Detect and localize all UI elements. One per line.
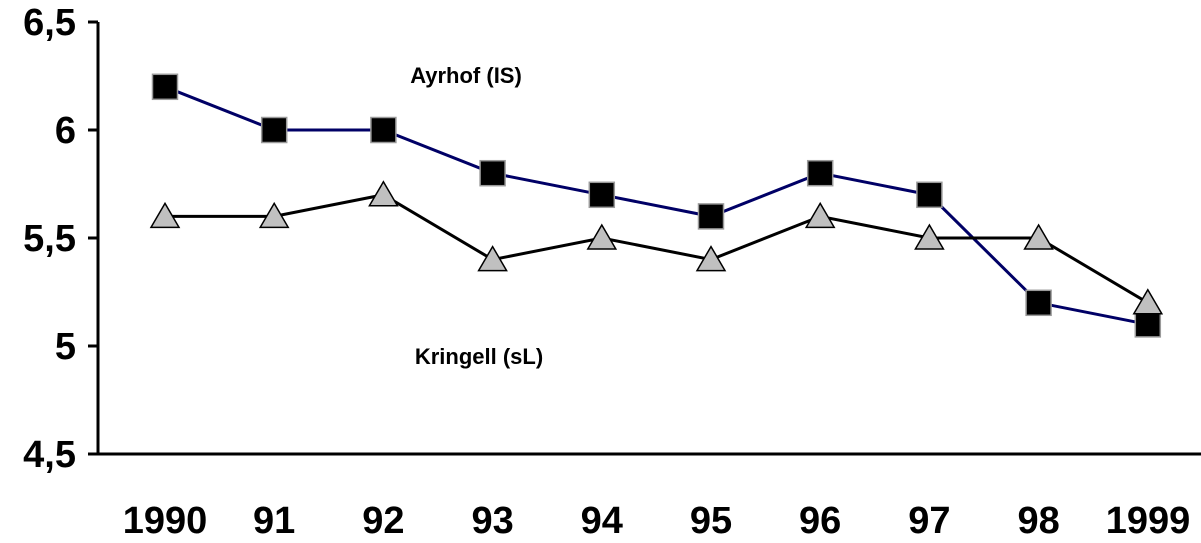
y-tick-label: 6: [55, 110, 76, 152]
series-markers: [149, 73, 1164, 338]
data-point-triangle: [914, 223, 945, 250]
data-point-square: [1025, 289, 1052, 317]
axes: 4,5 5 5,5 6 6,5 1990 91 92 93 94 95 96 97 98 1999: [23, 2, 1201, 542]
x-tick-label: 92: [362, 500, 404, 542]
data-point-square: [479, 159, 506, 187]
x-tick-label: 1999: [1106, 500, 1191, 542]
x-tick-label: 98: [1017, 500, 1059, 542]
data-point-square: [370, 116, 397, 144]
series-lines: [164, 85, 1149, 326]
data-point-triangle: [149, 201, 181, 229]
data-point-square: [151, 73, 179, 101]
x-tick-label: 93: [471, 500, 513, 542]
y-ticks: 4,5 5 5,5 6 6,5: [23, 2, 98, 476]
y-tick-label: 4,5: [23, 434, 76, 476]
data-point-square: [1134, 311, 1162, 338]
x-tick-label: 96: [799, 500, 841, 542]
x-tick-label: 91: [253, 500, 295, 542]
data-point-square: [697, 203, 725, 230]
x-tick-label: 1990: [123, 500, 208, 542]
y-tick-label: 5: [55, 326, 76, 368]
series-label-kringell: Kringell (sL): [415, 344, 543, 369]
data-point-square: [260, 116, 288, 144]
x-ticks: 1990 91 92 93 94 95 96 97 98 1999: [123, 500, 1191, 542]
data-point-square: [916, 181, 943, 209]
series-line-0: [164, 85, 1149, 326]
y-tick-label: 6,5: [23, 2, 76, 44]
y-tick-label: 5,5: [23, 218, 76, 260]
series-label-ayrhof: Ayrhof (IS): [410, 63, 522, 88]
x-tick-label: 95: [690, 500, 732, 542]
data-point-triangle: [477, 245, 508, 272]
data-point-square: [806, 159, 834, 187]
data-point-triangle: [258, 201, 290, 229]
data-point-triangle: [1023, 223, 1054, 250]
series-line-1: [165, 193, 1149, 305]
x-tick-label: 94: [581, 500, 623, 542]
data-point-triangle: [586, 223, 618, 250]
data-point-triangle: [368, 180, 399, 207]
data-point-triangle: [804, 201, 836, 229]
data-point-square: [588, 181, 616, 209]
x-tick-label: 97: [908, 500, 950, 542]
data-point-triangle: [1132, 288, 1164, 315]
data-point-triangle: [695, 245, 727, 272]
